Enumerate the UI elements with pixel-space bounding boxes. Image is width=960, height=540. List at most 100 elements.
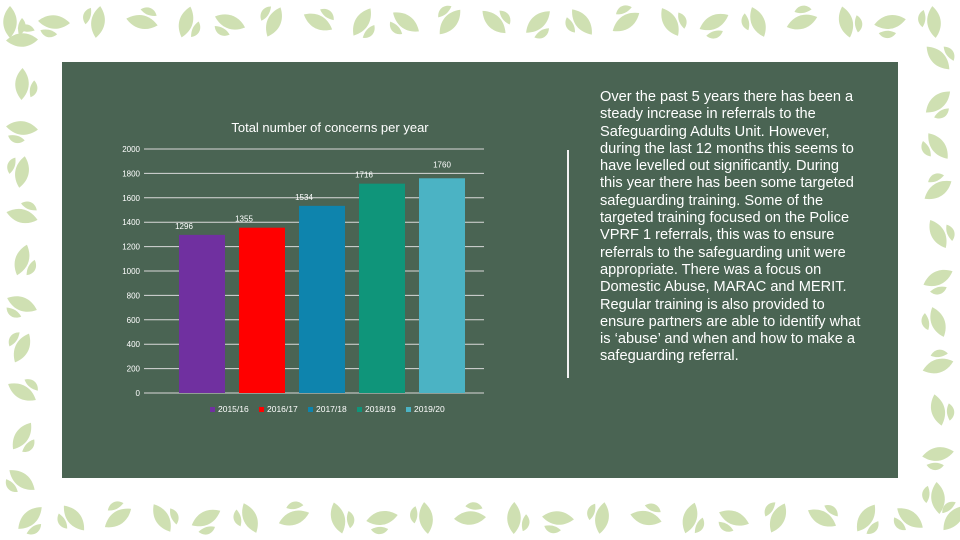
- leaf-icon: [922, 349, 954, 374]
- leaf-icon: [921, 133, 948, 159]
- legend-label: 2017/18: [316, 404, 347, 414]
- leaf-icon: [507, 502, 530, 534]
- leaf-icon: [178, 6, 201, 38]
- leaf-icon: [922, 482, 945, 514]
- leaf-icon: [330, 502, 355, 534]
- leaf-icon: [630, 503, 662, 526]
- leaf-icon: [526, 11, 550, 39]
- leaf-icon: [5, 470, 35, 492]
- data-label: 1760: [433, 160, 451, 169]
- leaf-icon: [7, 156, 29, 188]
- leaf-icon: [542, 511, 574, 534]
- leaf-icon: [14, 244, 37, 276]
- bar-chart: 0 200 400 600 800 1000 1200 1400 1600 1800 2000 129…: [122, 145, 484, 414]
- leaf-icon: [438, 5, 461, 35]
- leaf-icon: [6, 121, 38, 144]
- data-label: 1534: [295, 193, 313, 202]
- leaf-icon: [838, 6, 863, 38]
- bar-2019/20: [419, 178, 465, 393]
- y-tick-label: 600: [127, 316, 141, 325]
- leaf-icon: [126, 7, 158, 30]
- bar-2015/16: [179, 234, 225, 393]
- legend-label: 2019/20: [414, 404, 445, 414]
- bar-2017/18: [299, 205, 345, 393]
- vertical-divider: [567, 150, 569, 378]
- leaf-icon: [83, 6, 105, 38]
- leaf-icon: [6, 296, 37, 318]
- leaf-icon: [612, 5, 640, 32]
- y-tick-label: 200: [127, 365, 141, 374]
- y-tick-label: 1400: [122, 218, 140, 227]
- leaf-icon: [565, 9, 592, 35]
- leaf-icon: [482, 10, 511, 34]
- leaf-icon: [808, 505, 838, 527]
- leaf-icon: [278, 501, 310, 526]
- y-tick-label: 1200: [122, 243, 140, 252]
- legend-swatch: [357, 407, 362, 412]
- legend-swatch: [259, 407, 264, 412]
- y-tick-label: 1000: [122, 267, 140, 276]
- leaf-icon: [389, 12, 419, 35]
- y-tick-label: 1800: [122, 169, 140, 178]
- y-tick-label: 2000: [122, 145, 140, 154]
- leaf-icon: [856, 504, 879, 534]
- leaf-icon: [214, 14, 246, 36]
- leaf-icon: [682, 502, 705, 534]
- data-label: 1716: [355, 171, 373, 180]
- leaf-icon: [6, 24, 38, 47]
- leaf-icon: [303, 8, 334, 31]
- data-label: 1355: [235, 215, 253, 224]
- chart-title: Total number of concerns per year: [231, 120, 429, 135]
- leaf-icon: [930, 394, 955, 426]
- leaf-icon: [918, 6, 941, 38]
- legend-swatch: [210, 407, 215, 412]
- leaf-icon: [587, 502, 609, 534]
- y-tick-label: 1600: [122, 194, 140, 203]
- leaf-icon: [12, 422, 35, 453]
- leaf-icon: [8, 332, 31, 363]
- leaf-icon: [699, 13, 729, 39]
- leaf-icon: [3, 6, 26, 38]
- leaf-icon: [191, 509, 221, 535]
- legend-swatch: [406, 407, 411, 412]
- leaf-icon: [764, 502, 787, 533]
- leaf-icon: [6, 201, 38, 224]
- legend-label: 2015/16: [218, 404, 249, 414]
- leaf-icon: [921, 307, 946, 337]
- leaf-icon: [929, 220, 955, 248]
- leaf-icon: [104, 501, 132, 528]
- leaf-icon: [153, 504, 179, 532]
- leaf-icon: [260, 6, 282, 37]
- leaf-icon: [874, 15, 906, 39]
- leaf-icon: [718, 510, 749, 532]
- leaf-icon: [661, 8, 687, 36]
- leaf-icon: [8, 379, 38, 401]
- leaf-icon: [366, 511, 398, 535]
- legend-swatch: [308, 407, 313, 412]
- leaf-icon: [924, 173, 952, 200]
- bar-2018/19: [359, 183, 405, 393]
- leaf-icon: [18, 507, 42, 535]
- y-tick-label: 800: [127, 291, 141, 300]
- body-text: Over the past 5 years there has been a s…: [600, 89, 861, 365]
- leaf-icon: [454, 502, 486, 525]
- leaf-icon: [786, 5, 818, 30]
- legend-label: 2016/17: [267, 404, 298, 414]
- legend-label: 2018/19: [365, 404, 396, 414]
- leaf-icon: [923, 269, 953, 295]
- leaf-icon: [15, 68, 38, 100]
- leaf-icon: [922, 447, 954, 471]
- bar-2016/17: [239, 227, 285, 393]
- leaf-icon: [233, 503, 258, 533]
- leaf-icon: [893, 508, 923, 531]
- leaf-icon: [942, 501, 960, 531]
- leaf-icon: [741, 7, 766, 37]
- leaf-icon: [410, 502, 433, 534]
- leaf-icon: [925, 91, 951, 119]
- leaf-icon: [38, 15, 70, 38]
- y-tick-label: 0: [136, 389, 141, 398]
- leaf-icon: [926, 46, 955, 70]
- leaf-icon: [353, 8, 375, 38]
- data-label: 1296: [175, 222, 193, 231]
